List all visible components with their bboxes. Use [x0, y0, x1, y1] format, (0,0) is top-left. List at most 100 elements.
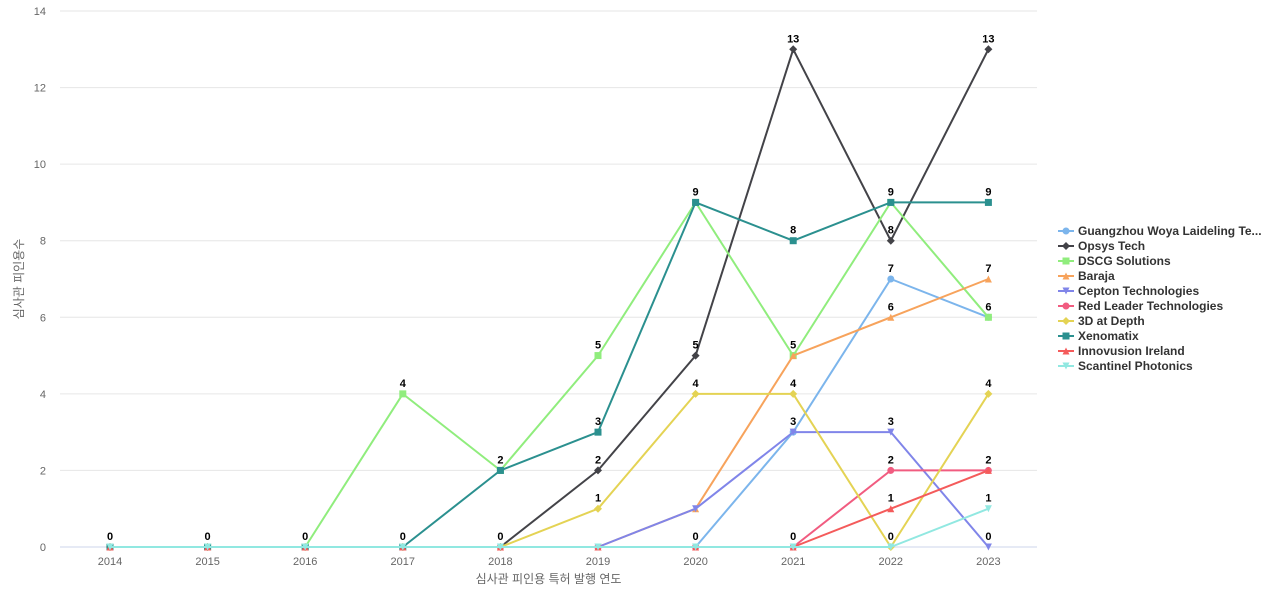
data-label-3d-at-depth: 4	[693, 378, 700, 390]
data-label-xenomatix: 0	[302, 531, 308, 543]
data-point-baraja	[887, 313, 895, 321]
data-label-baraja: 6	[888, 301, 894, 313]
legend-marker	[1062, 317, 1070, 325]
data-labels: 7 2 5 13 8 13 4 2 5 5 6 6 7 3 3 0 0 2 2 0 1 4 4 0 4 0 0 0 0 3 9 8 9 9 1 0 1	[107, 33, 995, 543]
data-label-dscg-solutions: 2	[497, 454, 503, 466]
legend-marker	[1062, 302, 1070, 310]
legend-item-innovusion-ireland[interactable]: Innovusion Ireland	[1058, 344, 1185, 358]
data-point-innovusion-ireland	[984, 466, 992, 474]
series-opsys-tech	[106, 45, 993, 551]
x-tick-label: 2023	[976, 556, 1000, 568]
data-point-cepton-technologies	[692, 505, 700, 513]
data-label-dscg-solutions: 5	[595, 340, 601, 352]
data-point-xenomatix	[984, 198, 992, 206]
legend-item-3d-at-depth[interactable]: 3D at Depth	[1058, 314, 1145, 328]
data-point-cepton-technologies	[887, 428, 895, 436]
data-point-opsys-tech	[984, 45, 993, 54]
data-point-xenomatix	[496, 466, 504, 474]
data-point-dscg-solutions	[984, 313, 992, 321]
series-line-cepton-technologies	[110, 431, 990, 548]
series-cepton-technologies	[106, 428, 992, 551]
legend-label: Xenomatix	[1078, 329, 1139, 343]
y-tick-label: 2	[40, 465, 46, 477]
data-label-opsys-tech: 8	[888, 225, 894, 237]
legend-item-opsys-tech[interactable]: Opsys Tech	[1058, 239, 1145, 253]
data-label-dscg-solutions: 5	[790, 340, 796, 352]
data-point-scantinel-photonics	[887, 543, 895, 551]
data-point-baraja	[789, 352, 797, 360]
data-label-3d-at-depth: 1	[595, 493, 601, 505]
data-label-innovusion-ireland: 1	[888, 493, 894, 505]
legend-marker	[1062, 362, 1070, 370]
y-tick-label: 14	[34, 6, 46, 18]
legend-label: Opsys Tech	[1078, 239, 1145, 253]
data-point-3d-at-depth	[984, 389, 993, 398]
legend-marker	[1062, 287, 1070, 295]
y-tick-label: 10	[34, 159, 46, 171]
data-label-xenomatix: 9	[985, 186, 991, 198]
data-point-scantinel-photonics	[594, 543, 602, 551]
legend-marker	[1062, 272, 1070, 280]
data-point-opsys-tech	[594, 466, 602, 475]
data-label-cepton-technologies: 3	[888, 416, 894, 428]
legend-item-cepton-technologies[interactable]: Cepton Technologies	[1058, 284, 1199, 298]
legend-label: Guangzhou Woya Laideling Te...	[1078, 224, 1262, 238]
legend-label: Baraja	[1078, 269, 1115, 283]
legend-marker	[1062, 347, 1070, 355]
data-label-baraja: 7	[985, 263, 991, 275]
legend-label: Red Leader Technologies	[1078, 299, 1223, 313]
data-point-scantinel-photonics	[106, 543, 114, 551]
x-tick-label: 2017	[391, 556, 415, 568]
y-axis-title: 심사관 피인용수	[12, 239, 26, 320]
data-label-dscg-solutions: 6	[985, 301, 991, 313]
legend-item-guangzhou-woya-laideling-te[interactable]: Guangzhou Woya Laideling Te...	[1058, 224, 1262, 238]
data-point-xenomatix	[692, 198, 700, 206]
series-line-scantinel-photonics	[110, 507, 989, 548]
data-label-3d-at-depth: 0	[497, 531, 503, 543]
series-lines	[106, 45, 993, 551]
data-point-innovusion-ireland	[887, 505, 895, 513]
x-tick-label: 2021	[781, 556, 805, 568]
data-label-3d-at-depth: 4	[790, 378, 797, 390]
data-label-red-leader-technologies: 2	[888, 454, 894, 466]
data-point-scantinel-photonics	[301, 543, 309, 551]
series-line-dscg-solutions	[110, 201, 990, 548]
data-label-xenomatix: 0	[400, 531, 406, 543]
series-scantinel-photonics	[106, 505, 992, 551]
data-label-red-leader-technologies: 2	[985, 454, 991, 466]
data-label-xenomatix: 0	[205, 531, 211, 543]
data-label-xenomatix: 9	[693, 186, 699, 198]
data-point-xenomatix	[594, 428, 602, 436]
legend-item-xenomatix[interactable]: Xenomatix	[1058, 329, 1139, 343]
legend-item-scantinel-photonics[interactable]: Scantinel Photonics	[1058, 359, 1193, 373]
data-point-3d-at-depth	[691, 389, 700, 398]
data-label-3d-at-depth: 4	[985, 378, 992, 390]
data-point-xenomatix	[789, 237, 797, 245]
data-point-opsys-tech	[886, 236, 895, 245]
data-label-cepton-technologies: 0	[985, 531, 991, 543]
data-label-opsys-tech: 13	[982, 33, 994, 45]
data-label-scantinel-photonics: 1	[985, 493, 991, 505]
legend-item-red-leader-technologies[interactable]: Red Leader Technologies	[1058, 299, 1223, 313]
legend-label: Scantinel Photonics	[1078, 359, 1193, 373]
x-tick-label: 2020	[683, 556, 707, 568]
x-tick-label: 2014	[98, 556, 122, 568]
legend-marker	[1062, 242, 1070, 250]
x-tick-label: 2019	[586, 556, 610, 568]
data-point-scantinel-photonics	[984, 505, 992, 513]
data-label-opsys-tech: 5	[693, 340, 699, 352]
data-point-scantinel-photonics	[692, 543, 700, 551]
grid-lines	[60, 10, 1037, 548]
data-point-scantinel-photonics	[204, 543, 212, 551]
data-label-scantinel-photonics: 0	[693, 531, 699, 543]
legend-item-baraja[interactable]: Baraja	[1058, 269, 1115, 283]
legend-item-dscg-solutions[interactable]: DSCG Solutions	[1058, 254, 1171, 268]
data-point-scantinel-photonics	[496, 543, 504, 551]
data-label-cepton-technologies: 3	[790, 416, 796, 428]
data-label-3d-at-depth: 0	[888, 531, 894, 543]
axes: 심사관 피인용 특허 발행 연도 심사관 피인용수 02468101214201…	[12, 6, 1001, 586]
data-point-3d-at-depth	[789, 389, 798, 398]
data-point-baraja	[984, 275, 992, 283]
